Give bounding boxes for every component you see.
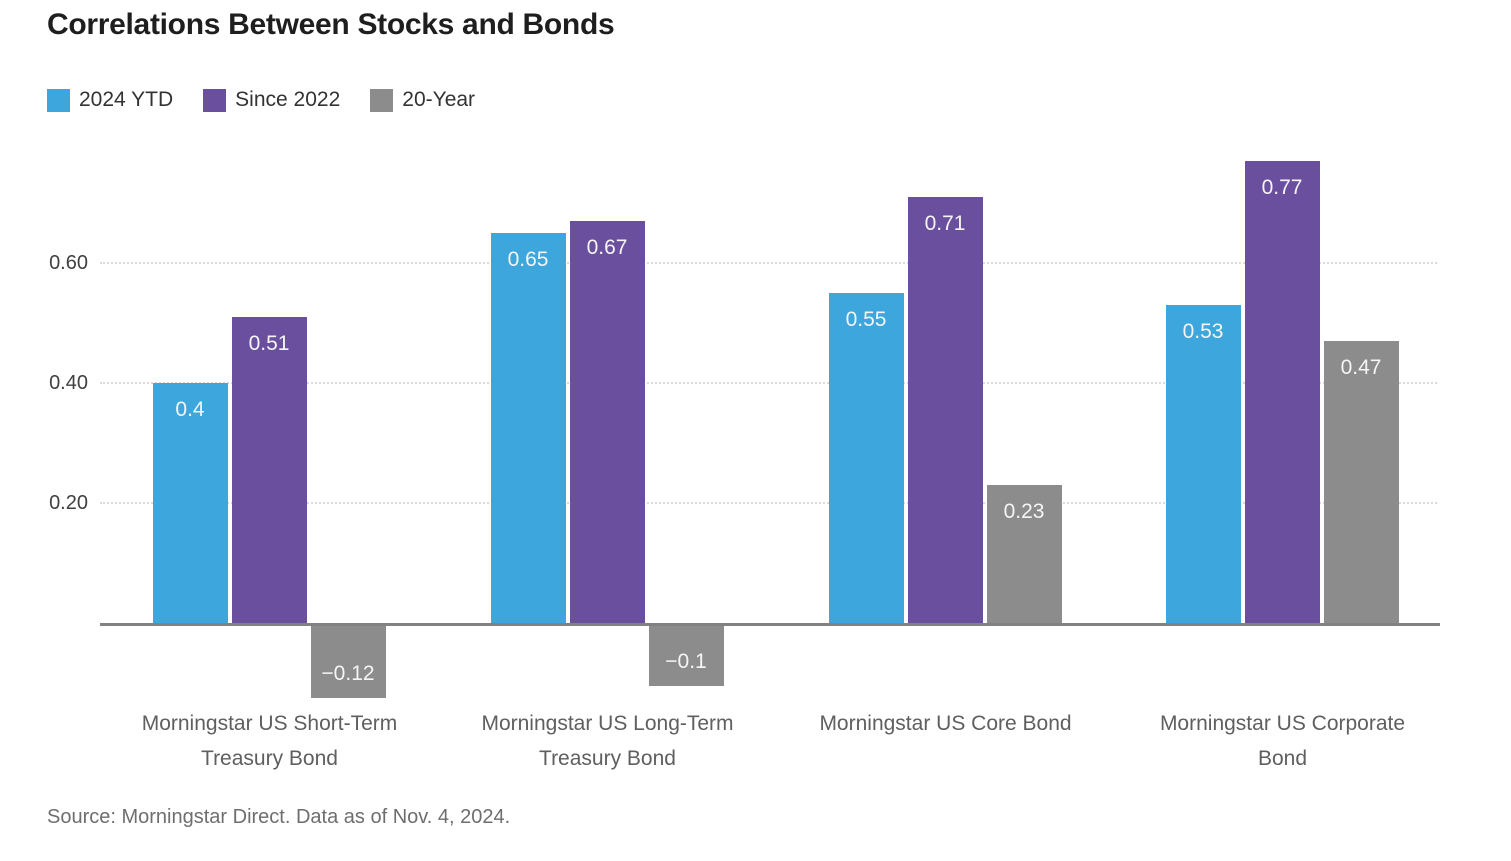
bar-value-label: 0.71 [924, 212, 966, 235]
category-label-morningstar-us-core-bond: Morningstar US Core Bond [819, 712, 1072, 735]
gridline-0.60 [100, 262, 1437, 264]
bar-20-year-morningstar-us-short-term: −0.12 [310, 626, 386, 698]
legend-swatch-icon [47, 88, 70, 112]
bar-value-label: 0.51 [248, 332, 290, 355]
category-label-morningstar-us-corporate: Morningstar US Corporate Bond [1159, 712, 1406, 770]
bar-20-year-morningstar-us-long-term: −0.1 [648, 626, 724, 686]
bar-since-2022-morningstar-us-corporate: 0.77 [1244, 161, 1320, 623]
legend-item-since-2022: Since 2022 [203, 88, 340, 112]
bar-value-label: 0.4 [175, 398, 205, 421]
bar-value-label: 0.77 [1261, 176, 1303, 199]
legend-label: 2024 YTD [79, 88, 174, 111]
bar-since-2022-morningstar-us-core-bond: 0.71 [907, 197, 983, 623]
bar-value-label: 0.23 [1003, 500, 1045, 523]
y-tick-label: 0.60 [49, 252, 88, 274]
bar-value-label: 0.55 [845, 308, 887, 331]
y-tick-label: 0.20 [49, 492, 88, 514]
bar-2024-ytd-morningstar-us-corporate: 0.53 [1165, 305, 1241, 623]
bar-since-2022-morningstar-us-long-term: 0.67 [569, 221, 645, 623]
bar-value-label: 0.47 [1340, 356, 1382, 379]
category-label-morningstar-us-long-term: Morningstar US Long-Term Treasury Bond [481, 712, 734, 770]
bar-20-year-morningstar-us-core-bond: 0.23 [986, 485, 1062, 623]
gridline-0.40 [100, 382, 1437, 384]
bar-2024-ytd-morningstar-us-long-term: 0.65 [490, 233, 566, 623]
bar-2024-ytd-morningstar-us-short-term: 0.4 [152, 383, 228, 623]
bar-since-2022-morningstar-us-short-term: 0.51 [231, 317, 307, 623]
y-tick-label: 0.40 [49, 372, 88, 394]
legend-item-20-year: 20-Year [370, 88, 475, 112]
legend-swatch-icon [370, 88, 394, 112]
gridline-0.20 [100, 502, 1437, 504]
bar-value-label: 0.53 [1182, 320, 1224, 343]
source-note: Source: Morningstar Direct. Data as of N… [47, 806, 511, 828]
x-axis-line [100, 623, 1440, 626]
legend-item-2024-ytd: 2024 YTD [47, 88, 173, 112]
bar-value-label: 0.65 [507, 248, 549, 271]
bar-value-label: −0.12 [321, 662, 375, 685]
bar-20-year-morningstar-us-corporate: 0.47 [1323, 341, 1399, 623]
legend-swatch-icon [203, 88, 227, 112]
bar-value-label: −0.1 [665, 650, 707, 673]
category-label-morningstar-us-short-term: Morningstar US Short-Term Treasury Bond [141, 712, 398, 770]
bar-value-label: 0.67 [586, 236, 628, 259]
legend-label: Since 2022 [235, 88, 341, 111]
legend-label: 20-Year [402, 88, 476, 111]
legend: 2024 YTD Since 2022 20-Year [47, 88, 475, 112]
bar-2024-ytd-morningstar-us-core-bond: 0.55 [828, 293, 904, 623]
chart-title: Correlations Between Stocks and Bonds [47, 8, 615, 41]
